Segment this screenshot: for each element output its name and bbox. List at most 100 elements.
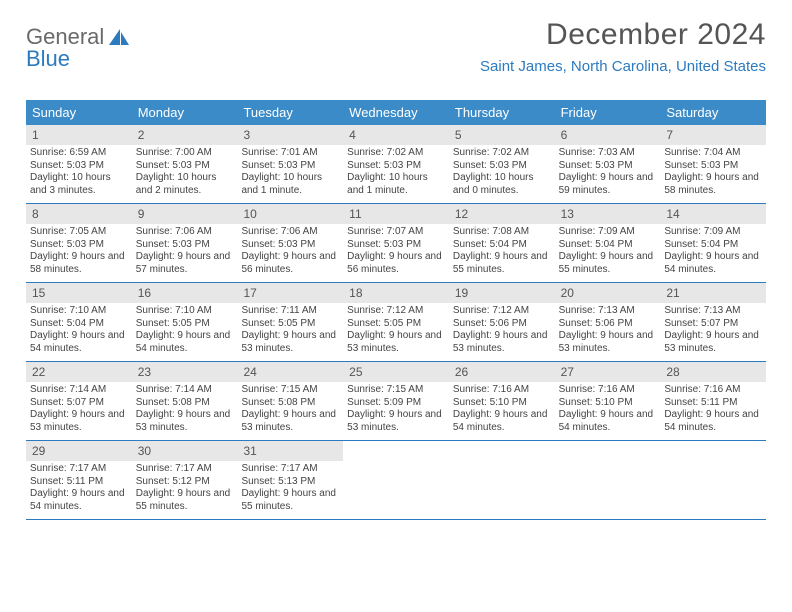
sunset-text: Sunset: 5:11 PM bbox=[30, 476, 128, 489]
week-row: 29Sunrise: 7:17 AMSunset: 5:11 PMDayligh… bbox=[26, 441, 766, 520]
day-details: Sunrise: 7:06 AMSunset: 5:03 PMDaylight:… bbox=[132, 224, 238, 281]
brand-line2: Blue bbox=[26, 46, 70, 72]
sunrise-text: Sunrise: 7:12 AM bbox=[347, 305, 445, 318]
sunset-text: Sunset: 5:05 PM bbox=[136, 318, 234, 331]
daylight-text: Daylight: 9 hours and 58 minutes. bbox=[664, 172, 762, 197]
day-cell: 24Sunrise: 7:15 AMSunset: 5:08 PMDayligh… bbox=[237, 362, 343, 440]
day-cell: 26Sunrise: 7:16 AMSunset: 5:10 PMDayligh… bbox=[449, 362, 555, 440]
sunrise-text: Sunrise: 7:01 AM bbox=[241, 147, 339, 160]
day-cell: 15Sunrise: 7:10 AMSunset: 5:04 PMDayligh… bbox=[26, 283, 132, 361]
sunrise-text: Sunrise: 7:17 AM bbox=[136, 463, 234, 476]
day-number: 5 bbox=[449, 125, 555, 145]
sunrise-text: Sunrise: 7:06 AM bbox=[241, 226, 339, 239]
daylight-text: Daylight: 9 hours and 53 minutes. bbox=[347, 330, 445, 355]
daylight-text: Daylight: 10 hours and 0 minutes. bbox=[453, 172, 551, 197]
day-number: 20 bbox=[555, 283, 661, 303]
sunrise-text: Sunrise: 7:15 AM bbox=[347, 384, 445, 397]
day-of-week-header: Sunday bbox=[26, 100, 132, 125]
day-cell: 6Sunrise: 7:03 AMSunset: 5:03 PMDaylight… bbox=[555, 125, 661, 203]
day-number: 27 bbox=[555, 362, 661, 382]
sunset-text: Sunset: 5:03 PM bbox=[241, 160, 339, 173]
sunrise-text: Sunrise: 7:17 AM bbox=[241, 463, 339, 476]
sunrise-text: Sunrise: 7:16 AM bbox=[559, 384, 657, 397]
day-cell: 29Sunrise: 7:17 AMSunset: 5:11 PMDayligh… bbox=[26, 441, 132, 519]
daylight-text: Daylight: 9 hours and 56 minutes. bbox=[241, 251, 339, 276]
daylight-text: Daylight: 10 hours and 2 minutes. bbox=[136, 172, 234, 197]
sunset-text: Sunset: 5:08 PM bbox=[136, 397, 234, 410]
daylight-text: Daylight: 9 hours and 54 minutes. bbox=[136, 330, 234, 355]
day-details: Sunrise: 7:11 AMSunset: 5:05 PMDaylight:… bbox=[237, 303, 343, 360]
day-details: Sunrise: 7:16 AMSunset: 5:11 PMDaylight:… bbox=[660, 382, 766, 439]
day-details: Sunrise: 7:08 AMSunset: 5:04 PMDaylight:… bbox=[449, 224, 555, 281]
day-cell: 23Sunrise: 7:14 AMSunset: 5:08 PMDayligh… bbox=[132, 362, 238, 440]
day-number: 23 bbox=[132, 362, 238, 382]
day-cell: 20Sunrise: 7:13 AMSunset: 5:06 PMDayligh… bbox=[555, 283, 661, 361]
day-details: Sunrise: 7:12 AMSunset: 5:05 PMDaylight:… bbox=[343, 303, 449, 360]
day-details: Sunrise: 7:01 AMSunset: 5:03 PMDaylight:… bbox=[237, 145, 343, 202]
sunrise-text: Sunrise: 7:09 AM bbox=[664, 226, 762, 239]
sunset-text: Sunset: 5:03 PM bbox=[136, 239, 234, 252]
daylight-text: Daylight: 9 hours and 53 minutes. bbox=[30, 409, 128, 434]
sunset-text: Sunset: 5:12 PM bbox=[136, 476, 234, 489]
day-cell bbox=[449, 441, 555, 519]
sunset-text: Sunset: 5:07 PM bbox=[664, 318, 762, 331]
sunset-text: Sunset: 5:08 PM bbox=[241, 397, 339, 410]
sunrise-text: Sunrise: 7:14 AM bbox=[30, 384, 128, 397]
daylight-text: Daylight: 9 hours and 55 minutes. bbox=[136, 488, 234, 513]
day-cell bbox=[660, 441, 766, 519]
daylight-text: Daylight: 9 hours and 55 minutes. bbox=[559, 251, 657, 276]
daylight-text: Daylight: 9 hours and 55 minutes. bbox=[453, 251, 551, 276]
day-details: Sunrise: 7:10 AMSunset: 5:04 PMDaylight:… bbox=[26, 303, 132, 360]
daylight-text: Daylight: 9 hours and 54 minutes. bbox=[664, 251, 762, 276]
day-cell: 17Sunrise: 7:11 AMSunset: 5:05 PMDayligh… bbox=[237, 283, 343, 361]
day-number: 1 bbox=[26, 125, 132, 145]
sunset-text: Sunset: 5:06 PM bbox=[559, 318, 657, 331]
day-number: 28 bbox=[660, 362, 766, 382]
sunrise-text: Sunrise: 7:03 AM bbox=[559, 147, 657, 160]
day-details: Sunrise: 7:10 AMSunset: 5:05 PMDaylight:… bbox=[132, 303, 238, 360]
daylight-text: Daylight: 9 hours and 54 minutes. bbox=[559, 409, 657, 434]
day-cell bbox=[555, 441, 661, 519]
day-of-week-header: Monday bbox=[132, 100, 238, 125]
day-details: Sunrise: 7:05 AMSunset: 5:03 PMDaylight:… bbox=[26, 224, 132, 281]
daylight-text: Daylight: 9 hours and 56 minutes. bbox=[347, 251, 445, 276]
day-cell: 7Sunrise: 7:04 AMSunset: 5:03 PMDaylight… bbox=[660, 125, 766, 203]
day-number: 21 bbox=[660, 283, 766, 303]
day-cell bbox=[343, 441, 449, 519]
calendar-page: General Blue December 2024 Saint James, … bbox=[0, 0, 792, 520]
day-details: Sunrise: 7:13 AMSunset: 5:06 PMDaylight:… bbox=[555, 303, 661, 360]
day-details: Sunrise: 6:59 AMSunset: 5:03 PMDaylight:… bbox=[26, 145, 132, 202]
week-row: 8Sunrise: 7:05 AMSunset: 5:03 PMDaylight… bbox=[26, 204, 766, 283]
day-details: Sunrise: 7:09 AMSunset: 5:04 PMDaylight:… bbox=[660, 224, 766, 281]
day-details: Sunrise: 7:14 AMSunset: 5:07 PMDaylight:… bbox=[26, 382, 132, 439]
day-number: 19 bbox=[449, 283, 555, 303]
day-number: 4 bbox=[343, 125, 449, 145]
day-details: Sunrise: 7:02 AMSunset: 5:03 PMDaylight:… bbox=[343, 145, 449, 202]
sunrise-text: Sunrise: 7:02 AM bbox=[453, 147, 551, 160]
day-cell: 5Sunrise: 7:02 AMSunset: 5:03 PMDaylight… bbox=[449, 125, 555, 203]
sunset-text: Sunset: 5:04 PM bbox=[453, 239, 551, 252]
sunrise-text: Sunrise: 7:12 AM bbox=[453, 305, 551, 318]
day-cell: 31Sunrise: 7:17 AMSunset: 5:13 PMDayligh… bbox=[237, 441, 343, 519]
day-details: Sunrise: 7:13 AMSunset: 5:07 PMDaylight:… bbox=[660, 303, 766, 360]
day-of-week-header-row: SundayMondayTuesdayWednesdayThursdayFrid… bbox=[26, 100, 766, 125]
day-number: 22 bbox=[26, 362, 132, 382]
sunrise-text: Sunrise: 7:10 AM bbox=[30, 305, 128, 318]
sunset-text: Sunset: 5:09 PM bbox=[347, 397, 445, 410]
title-block: December 2024 Saint James, North Carolin… bbox=[480, 18, 766, 75]
location-text: Saint James, North Carolina, United Stat… bbox=[480, 58, 766, 75]
day-number: 7 bbox=[660, 125, 766, 145]
day-of-week-header: Wednesday bbox=[343, 100, 449, 125]
sunset-text: Sunset: 5:10 PM bbox=[453, 397, 551, 410]
day-details: Sunrise: 7:06 AMSunset: 5:03 PMDaylight:… bbox=[237, 224, 343, 281]
day-details: Sunrise: 7:15 AMSunset: 5:08 PMDaylight:… bbox=[237, 382, 343, 439]
day-number: 25 bbox=[343, 362, 449, 382]
day-cell: 3Sunrise: 7:01 AMSunset: 5:03 PMDaylight… bbox=[237, 125, 343, 203]
daylight-text: Daylight: 9 hours and 54 minutes. bbox=[453, 409, 551, 434]
day-number: 8 bbox=[26, 204, 132, 224]
day-cell: 10Sunrise: 7:06 AMSunset: 5:03 PMDayligh… bbox=[237, 204, 343, 282]
day-details: Sunrise: 7:12 AMSunset: 5:06 PMDaylight:… bbox=[449, 303, 555, 360]
sail-icon bbox=[108, 27, 130, 47]
day-cell: 1Sunrise: 6:59 AMSunset: 5:03 PMDaylight… bbox=[26, 125, 132, 203]
daylight-text: Daylight: 9 hours and 53 minutes. bbox=[453, 330, 551, 355]
